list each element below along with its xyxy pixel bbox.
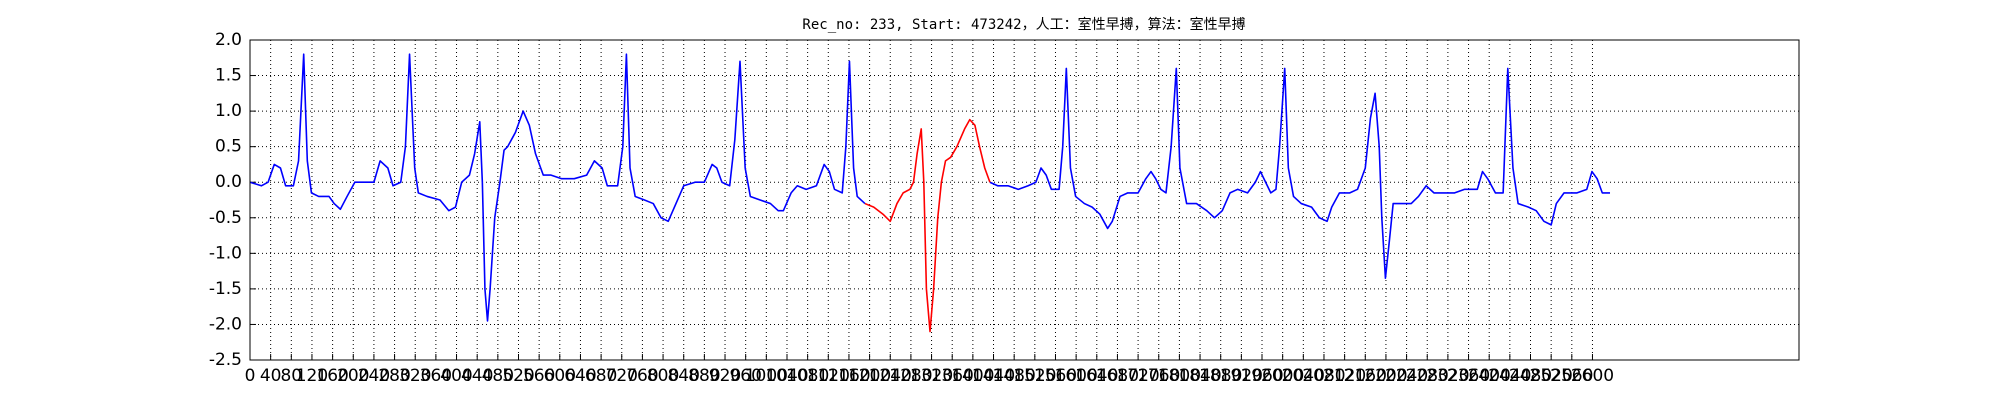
y-tick-label: 1.0 [215, 101, 242, 121]
x-tick-label: 0 [245, 366, 256, 386]
x-tick-label: 720 [606, 366, 638, 386]
x-tick-label: 2200 [1364, 366, 1407, 386]
x-tick-label: 840 [667, 366, 699, 386]
y-tick-label: -2.5 [209, 350, 242, 370]
plot-frame [249, 39, 1800, 361]
x-tick-label: 1880 [1199, 366, 1242, 386]
x-tick-label: 2560 [1550, 366, 1593, 386]
x-tick-label: 2480 [1509, 366, 1552, 386]
y-tick-label: 2.0 [215, 30, 242, 50]
x-tick-label: 1280 [889, 366, 932, 386]
x-tick-label: 2600 [1571, 366, 1614, 386]
x-tick-label: 240 [358, 366, 390, 386]
x-tick-label: 2040 [1282, 366, 1325, 386]
y-tick-label: -1.0 [209, 243, 242, 263]
chart-title: Rec_no: 233, Start: 473242，人工：室性早搏，算法：室性… [802, 16, 1245, 33]
x-tick-label: 120 [296, 366, 328, 386]
x-tick-label: 1120 [807, 366, 850, 386]
x-tick-label: 800 [647, 366, 679, 386]
x-tick-label: 40 [260, 366, 282, 386]
x-tick-label: 2080 [1302, 366, 1345, 386]
x-tick-label: 1920 [1220, 366, 1263, 386]
x-tick-label: 1680 [1096, 366, 1139, 386]
x-tick-label: 200 [337, 366, 369, 386]
x-tick-label: 1320 [910, 366, 953, 386]
x-tick-label: 520 [502, 366, 534, 386]
x-tick-label: 1760 [1137, 366, 1180, 386]
x-tick-label: 2360 [1447, 366, 1490, 386]
x-tick-label: 480 [482, 366, 514, 386]
x-tick-label: 600 [544, 366, 576, 386]
x-tick-label: 80 [280, 366, 302, 386]
x-tick-label: 1520 [1013, 366, 1056, 386]
y-tick-label: 1.5 [215, 66, 242, 86]
x-tick-label: 1480 [993, 366, 1036, 386]
y-tick-label: -0.5 [209, 208, 242, 228]
x-tick-label: 2160 [1344, 366, 1387, 386]
x-tick-label: 280 [378, 366, 410, 386]
x-tick-label: 560 [523, 366, 555, 386]
x-tick-label: 2280 [1406, 366, 1449, 386]
x-tick-label: 320 [399, 366, 431, 386]
x-tick-label: 640 [564, 366, 596, 386]
x-tick-label: 1560 [1034, 366, 1077, 386]
x-tick-label: 920 [709, 366, 741, 386]
x-tick-label: 1840 [1178, 366, 1221, 386]
x-tick-label: 2320 [1426, 366, 1469, 386]
x-tick-label: 2440 [1488, 366, 1531, 386]
x-tick-label: 1640 [1075, 366, 1118, 386]
x-tick-label: 2240 [1385, 366, 1428, 386]
ecg-line [249, 53, 1611, 322]
x-tick-label: 1200 [848, 366, 891, 386]
x-tick-label: 680 [585, 366, 617, 386]
y-tick-label: 0.5 [215, 137, 242, 157]
x-tick-label: 1000 [745, 366, 788, 386]
x-tick-label: 960 [729, 366, 761, 386]
x-tick-label: 1160 [827, 366, 870, 386]
x-tick-label: 1240 [869, 366, 912, 386]
x-tick-label: 1800 [1158, 366, 1201, 386]
x-tick-label: 1600 [1055, 366, 1098, 386]
ecg-line [864, 118, 991, 333]
y-tick-label: -2.0 [209, 314, 242, 334]
x-tick-label: 1400 [951, 366, 994, 386]
x-tick-label: 360 [420, 366, 452, 386]
x-tick-label: 400 [440, 366, 472, 386]
y-tick-label: -1.5 [209, 279, 242, 299]
x-tick-label: 1720 [1116, 366, 1159, 386]
x-tick-label: 2400 [1468, 366, 1511, 386]
x-tick-label: 160 [316, 366, 348, 386]
x-tick-label: 1960 [1240, 366, 1283, 386]
x-tick-label: 1040 [765, 366, 808, 386]
x-tick-label: 2520 [1530, 366, 1573, 386]
x-tick-label: 2120 [1323, 366, 1366, 386]
x-tick-label: 2000 [1261, 366, 1304, 386]
x-tick-label: 760 [626, 366, 658, 386]
x-tick-label: 440 [461, 366, 493, 386]
x-tick-label: 880 [688, 366, 720, 386]
y-tick-label: 0.0 [215, 172, 242, 192]
x-tick-label: 1360 [931, 366, 974, 386]
x-tick-label: 1440 [972, 366, 1015, 386]
x-tick-label: 1080 [786, 366, 829, 386]
